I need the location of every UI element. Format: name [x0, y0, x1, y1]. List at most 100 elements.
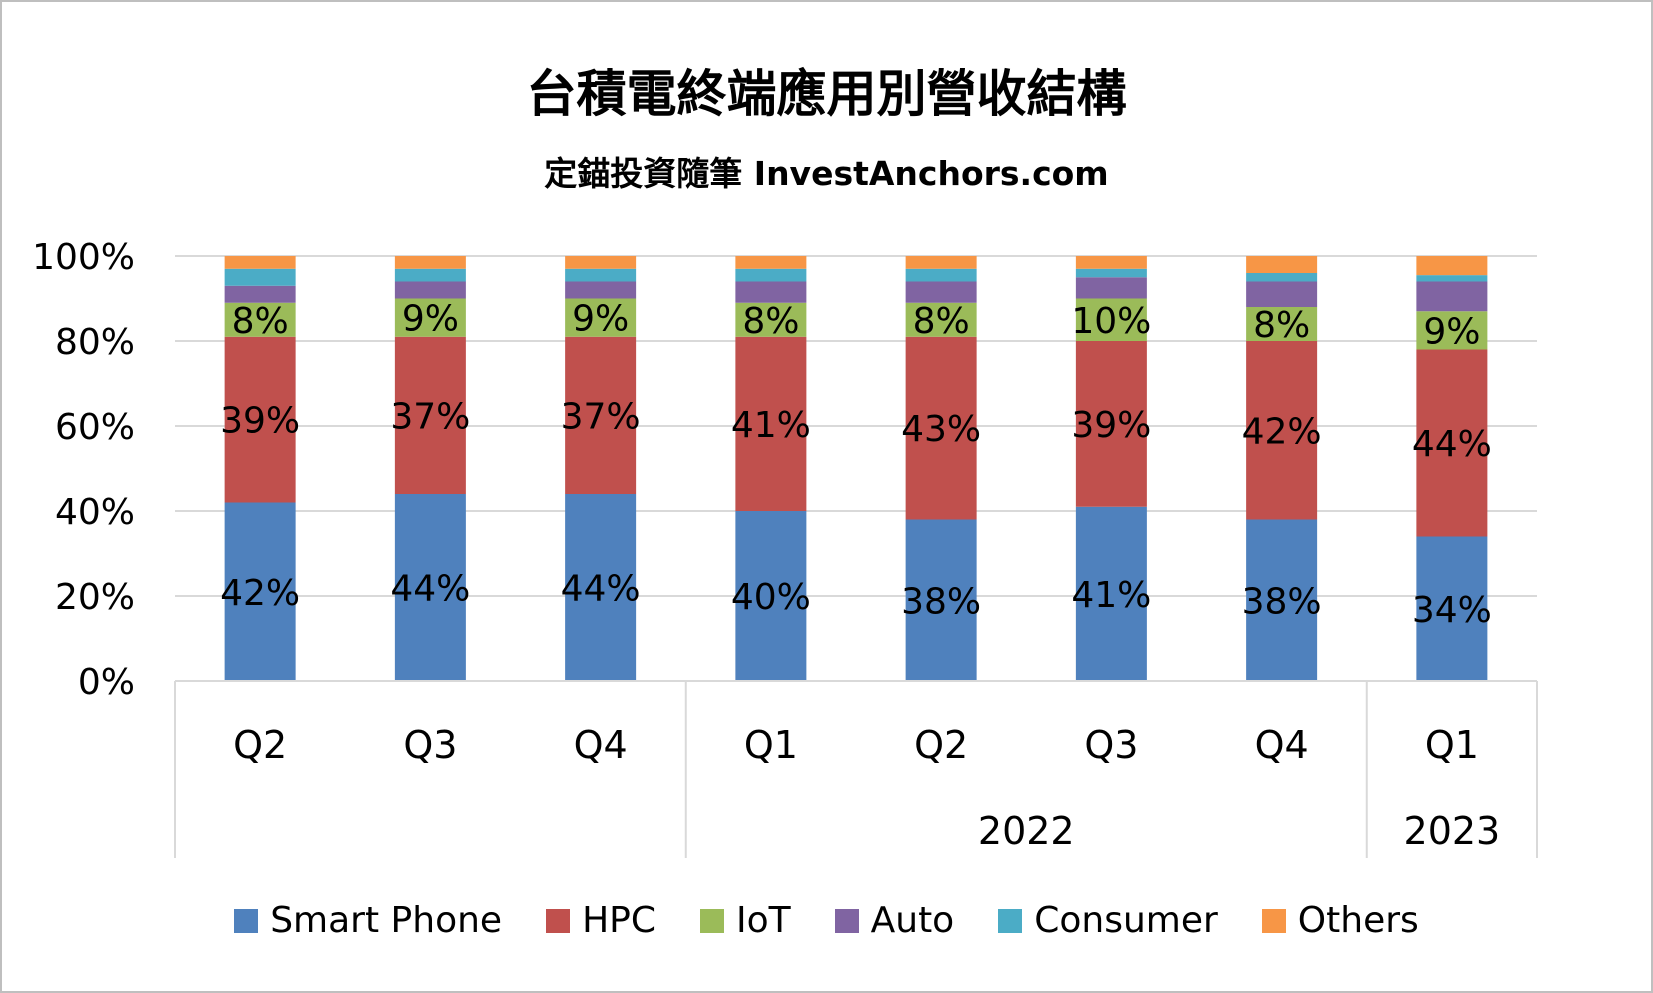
bar-segment: [565, 281, 637, 299]
legend-item: IoT: [699, 900, 791, 941]
bar-segment: [1416, 311, 1488, 350]
bar-segment: [905, 302, 977, 337]
legend-swatch: [998, 908, 1023, 933]
data-label: 44%: [1412, 424, 1492, 465]
gridlines: [175, 255, 1537, 597]
bar-segment: [224, 336, 296, 503]
bar-segment: [1075, 268, 1147, 278]
bar-segment: [1075, 506, 1147, 681]
x-tick-label: Q3: [403, 723, 457, 767]
bar-segment: [224, 302, 296, 337]
legend-item: Others: [1261, 900, 1419, 941]
bar-segment: [905, 336, 977, 520]
data-label: 9%: [572, 299, 629, 340]
bar-segment: [905, 256, 977, 269]
bar-segment: [735, 268, 807, 282]
data-label: 43%: [901, 409, 981, 450]
bar-segment: [1075, 277, 1147, 299]
x-tick-label: Q3: [1084, 723, 1138, 767]
legend-item: HPC: [546, 900, 656, 941]
bar-segment: [905, 281, 977, 303]
bar-segment: [1416, 281, 1488, 312]
bar-segment: [565, 298, 637, 337]
x-tick-label: Q2: [233, 723, 287, 767]
bar-segment: [224, 268, 296, 286]
x-group-label: 2022: [978, 809, 1075, 853]
legend-item: Consumer: [998, 900, 1218, 941]
legend-swatch: [546, 908, 571, 933]
chart-subtitle: 定錨投資隨筆 InvestAnchors.com: [544, 154, 1109, 193]
bar-segment: [394, 494, 466, 681]
bar-segment: [394, 281, 466, 299]
y-tick-label: 80%: [55, 322, 135, 363]
data-label: 42%: [1242, 411, 1322, 452]
x-tick-label: Q1: [1425, 723, 1479, 767]
data-label: 44%: [561, 569, 641, 610]
bar-segment: [1075, 341, 1147, 507]
data-label: 42%: [220, 573, 300, 614]
x-group-label: 2023: [1404, 809, 1501, 853]
bar-segment: [1075, 256, 1147, 269]
data-label: 39%: [220, 401, 300, 442]
bar-segment: [905, 519, 977, 681]
bar-segment: [1246, 341, 1318, 520]
legend-swatch: [234, 908, 259, 933]
data-label: 8%: [913, 301, 970, 342]
bar-segment: [1416, 349, 1488, 537]
y-tick-label: 0%: [78, 662, 135, 703]
data-label: 8%: [742, 301, 799, 342]
y-tick-label: 100%: [32, 237, 135, 278]
legend-label: Consumer: [1034, 900, 1218, 941]
data-label: 37%: [390, 396, 470, 437]
data-label: 38%: [901, 581, 981, 622]
x-tick-label: Q4: [1255, 723, 1309, 767]
legend-label: IoT: [735, 900, 791, 941]
x-tick-label: Q4: [574, 723, 628, 767]
data-label: 10%: [1071, 301, 1151, 342]
data-label: 37%: [561, 396, 641, 437]
bar-segment: [224, 256, 296, 269]
chart-title: 台積電終端應用別營收結構: [526, 65, 1127, 123]
data-label: 40%: [731, 577, 811, 618]
y-tick-label: 60%: [55, 407, 135, 448]
legend-label: Smart Phone: [270, 900, 503, 941]
bar-segment: [735, 336, 807, 511]
data-labels: 42% 39% 8% 44% 37% 9% 44% 37% 9% 40% 41% 8% 38% 43% 8%…: [220, 299, 1492, 631]
legend-item: Auto: [834, 900, 954, 941]
legend-swatch: [1261, 908, 1286, 933]
legend-swatch: [834, 908, 859, 933]
bar-segment: [1075, 298, 1147, 341]
bars: [224, 256, 1488, 681]
bar-segment: [394, 298, 466, 337]
bar-segment: [1246, 281, 1318, 307]
data-label: 8%: [232, 301, 289, 342]
bar-segment: [1416, 256, 1488, 276]
bar-segment: [565, 336, 637, 494]
legend-label: Others: [1297, 900, 1419, 941]
bar-segment: [735, 302, 807, 337]
data-label: 38%: [1242, 581, 1322, 622]
data-label: 41%: [1071, 575, 1151, 616]
bar-segment: [1416, 536, 1488, 681]
data-label: 8%: [1253, 305, 1310, 346]
bar-segment: [905, 268, 977, 282]
bar-segment: [1416, 275, 1488, 282]
bar-segment: [1246, 519, 1318, 681]
bar-segment: [735, 281, 807, 303]
legend-item: Smart Phone: [234, 900, 502, 941]
bar-segment: [735, 511, 807, 681]
y-tick-label: 20%: [55, 577, 135, 618]
data-label: 41%: [731, 405, 811, 446]
bar-segment: [565, 494, 637, 681]
data-label: 9%: [1423, 311, 1480, 352]
bar-segment: [224, 502, 296, 681]
bar-segment: [1246, 273, 1318, 282]
data-label: 9%: [402, 299, 459, 340]
bar-segment: [1246, 307, 1318, 341]
data-label: 44%: [390, 569, 470, 610]
x-tick-label: Q2: [914, 723, 968, 767]
data-label: 34%: [1412, 590, 1492, 631]
y-tick-label: 40%: [55, 492, 135, 533]
